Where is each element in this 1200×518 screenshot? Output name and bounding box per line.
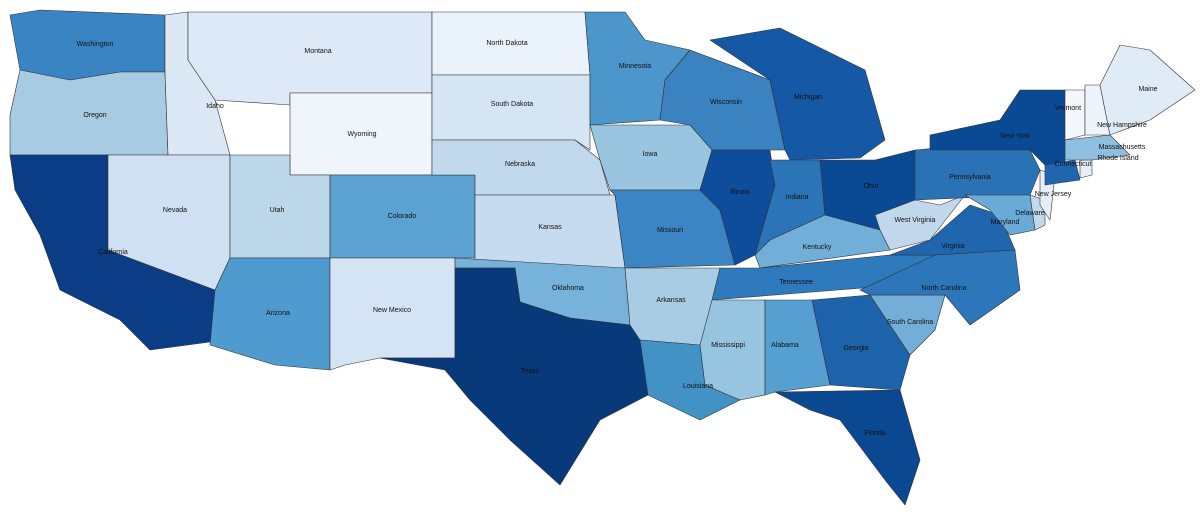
state-label: Wisconsin xyxy=(710,99,742,106)
state-label: Colorado xyxy=(388,213,417,220)
state-label: Missouri xyxy=(657,227,684,234)
states xyxy=(9,9,1196,506)
state-label: Oklahoma xyxy=(552,285,584,292)
state xyxy=(431,74,591,151)
state-label: New Jersey xyxy=(1035,191,1072,198)
state-label: Idaho xyxy=(206,103,224,110)
state-label: West Virginia xyxy=(895,217,936,224)
state xyxy=(329,257,456,371)
state-label: Montana xyxy=(304,48,331,55)
state-label: Texas xyxy=(521,368,540,375)
state-label: New Hampshire xyxy=(1097,122,1147,129)
state-label: Kansas xyxy=(538,224,562,231)
state xyxy=(709,27,886,161)
state xyxy=(774,389,921,506)
state-label: Oregon xyxy=(83,112,106,119)
state-label: Vermont xyxy=(1055,105,1081,112)
state-label: New Mexico xyxy=(373,307,411,314)
state-label: Tennessee xyxy=(779,279,813,286)
state xyxy=(1064,89,1086,141)
state-label: Washington xyxy=(77,41,114,48)
state-label: Maryland xyxy=(991,219,1020,226)
state xyxy=(874,194,966,251)
state-label: Rhode Island xyxy=(1097,155,1138,162)
state-label: Iowa xyxy=(643,151,658,158)
state-label: Illinois xyxy=(730,189,750,196)
state xyxy=(379,267,649,486)
state-label: Nebraska xyxy=(505,161,535,168)
state-label: Mississippi xyxy=(711,342,745,349)
state-label: Michigan xyxy=(794,94,822,101)
state-label: Delaware xyxy=(1015,210,1045,217)
state-label: Nevada xyxy=(163,207,187,214)
state-label: North Dakota xyxy=(486,40,527,47)
state-label: New York xyxy=(1000,133,1030,140)
state-label: Alabama xyxy=(771,342,799,349)
state xyxy=(1044,159,1081,186)
state-label: Florida xyxy=(864,430,886,437)
state xyxy=(764,299,831,396)
state xyxy=(699,149,776,266)
state-label: Maine xyxy=(1138,86,1157,93)
state-label: Louisiana xyxy=(683,383,713,390)
state-label: Arkansas xyxy=(656,297,686,304)
state-label: Arizona xyxy=(266,310,290,317)
state xyxy=(187,11,433,106)
state-label: North Carolina xyxy=(921,285,966,292)
state xyxy=(1064,134,1131,161)
state-label: South Carolina xyxy=(887,319,933,326)
state-label: Virginia xyxy=(941,243,964,250)
state-label: Utah xyxy=(270,207,285,214)
state-label: South Dakota xyxy=(491,101,534,108)
state-label: California xyxy=(98,249,128,256)
state-label: Wyoming xyxy=(347,131,376,138)
state-label: Massachusetts xyxy=(1099,144,1146,151)
state xyxy=(1099,44,1196,136)
state-label: Indiana xyxy=(786,194,809,201)
state-label: Minnesota xyxy=(619,63,651,70)
state xyxy=(474,194,626,269)
state-labels: Washington Oregon California Idaho Nevada Mon… xyxy=(77,40,1158,437)
state xyxy=(964,194,1036,236)
state-label: Kentucky xyxy=(803,244,832,251)
state-label: Ohio xyxy=(864,183,879,190)
state-label: Georgia xyxy=(844,345,869,352)
state-label: Connecticut xyxy=(1055,161,1092,168)
state-label: Pennsylvania xyxy=(949,174,991,181)
